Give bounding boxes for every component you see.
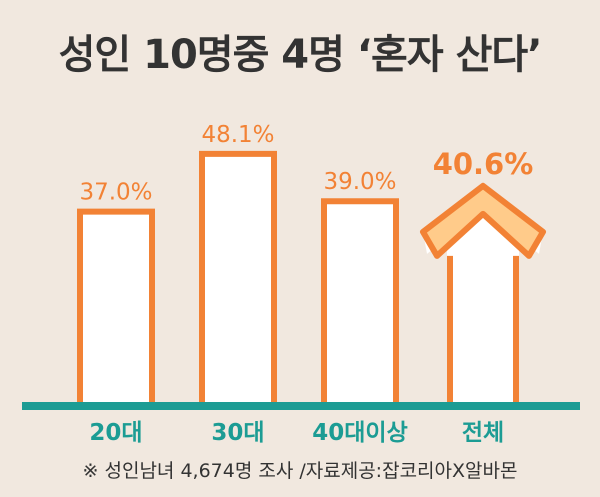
- bar-3: [321, 198, 399, 404]
- source-note: ※ 성인남녀 4,674명 조사 /자료제공:잡코리아X알바몬: [82, 460, 518, 482]
- category-label-3: 40대이상: [312, 420, 408, 446]
- bar-2: [199, 150, 277, 404]
- highlight-arrow-head: [420, 182, 546, 259]
- bar-1: [77, 208, 155, 404]
- category-label-1: 20대: [89, 420, 142, 446]
- value-label-4: 40.6%: [433, 147, 534, 181]
- value-label-1: 37.0%: [79, 180, 152, 206]
- baseline-layer: [22, 402, 580, 410]
- category-label-4: 전체: [462, 420, 504, 446]
- value-label-3: 39.0%: [323, 169, 396, 195]
- chart-title: 성인 10명중 4명 ‘혼자 산다’: [58, 32, 543, 78]
- x-axis-baseline: [22, 402, 580, 410]
- bars-layer: [77, 150, 546, 404]
- value-label-2: 48.1%: [201, 122, 274, 148]
- category-label-2: 30대: [211, 420, 264, 446]
- labels-layer: 37.0% 20대 48.1% 30대 39.0% 40대이상 40.6% 전체: [79, 122, 533, 446]
